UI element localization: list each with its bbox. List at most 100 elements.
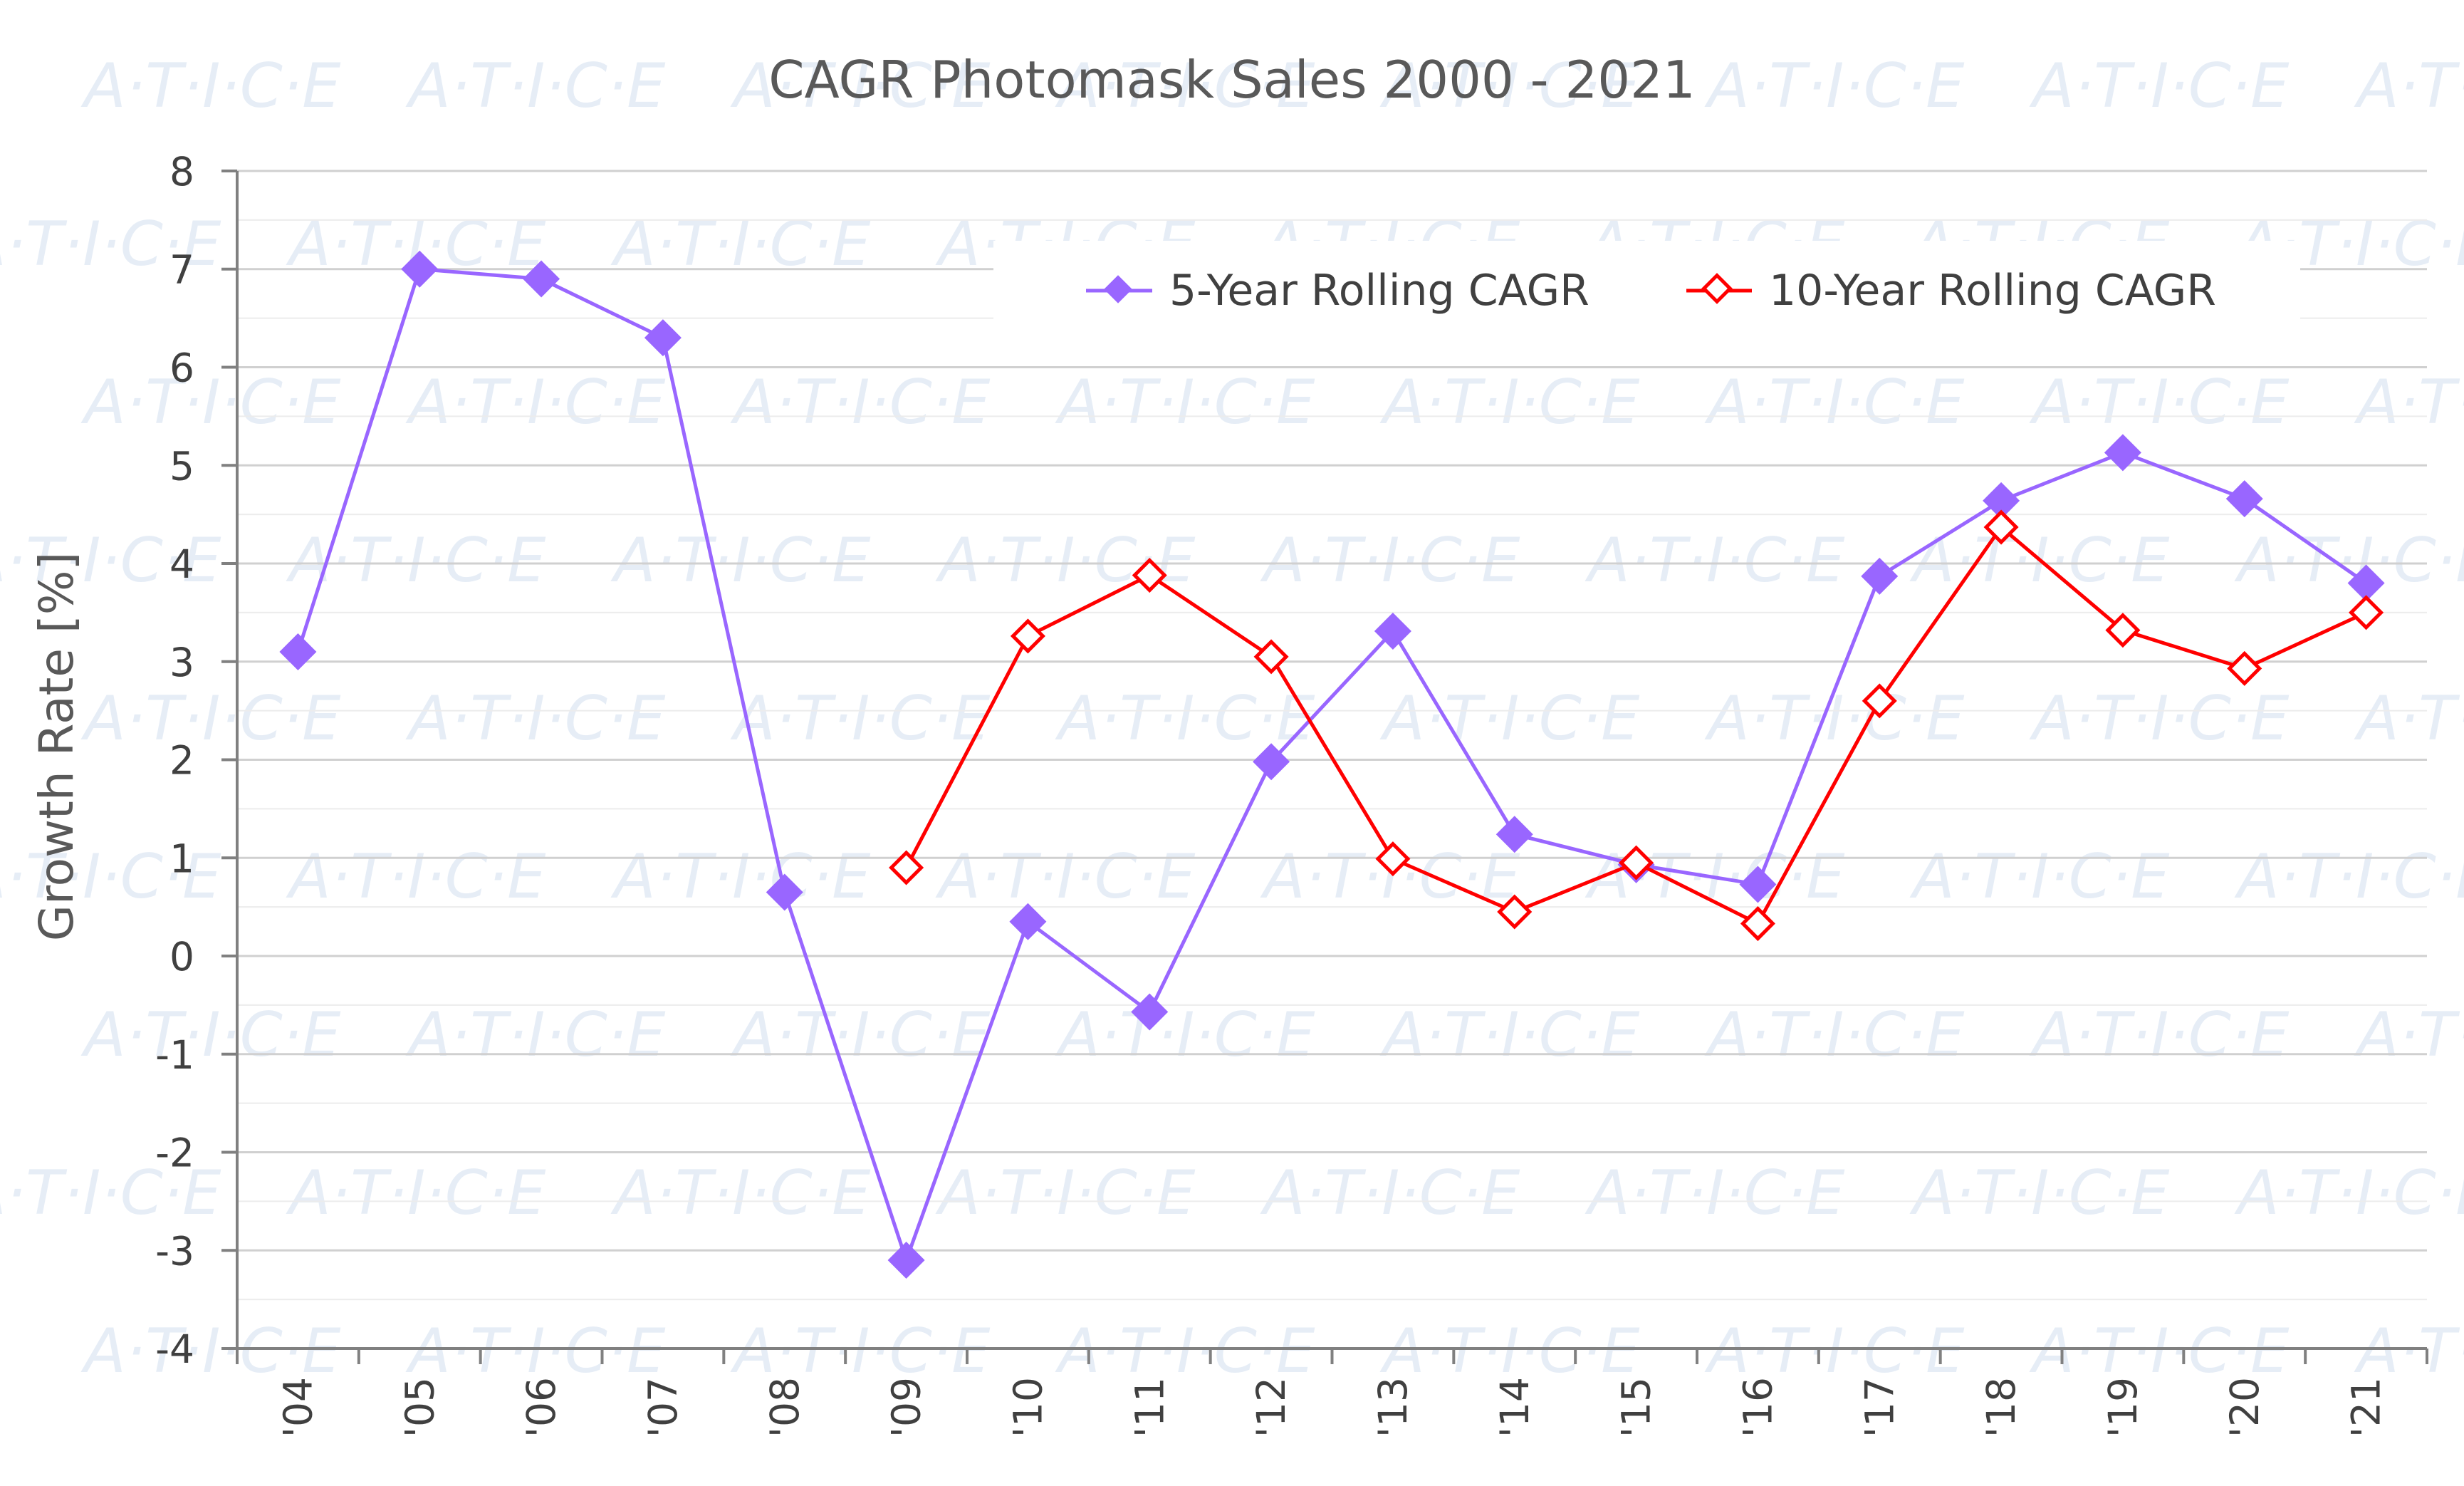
- watermark-text: A·T·I·C·E: [2234, 525, 2464, 596]
- x-tick-label: '09: [884, 1377, 929, 1438]
- watermark-text: A·T·I·C·E: [730, 1316, 991, 1387]
- watermark-text: A·T·I·C·E: [935, 1158, 1196, 1229]
- watermark-text: A·T·I·C·E: [80, 683, 341, 754]
- x-tick-label: '21: [2344, 1377, 2389, 1438]
- data-point-marker: [1374, 613, 1411, 650]
- x-tick-label: '04: [275, 1377, 320, 1438]
- data-point-marker: [2104, 434, 2141, 472]
- y-tick-labels: 8 7 6 5 4 3 2 1 0 -1 -2 -3 -4: [155, 149, 194, 1372]
- watermark-text: A·T·I·C·E: [286, 841, 546, 913]
- data-point-marker: [1131, 993, 1169, 1031]
- watermark-text: A·T·I·C·E: [1260, 1158, 1520, 1229]
- watermark-text: A·T·I·C·E: [405, 1316, 666, 1387]
- watermark-text: A·T·I·C·E: [1909, 841, 2170, 913]
- y-tick-label: -4: [155, 1326, 194, 1372]
- y-tick-label: -1: [155, 1032, 194, 1078]
- series-5yr: [279, 250, 2385, 1279]
- y-axis-label: Growth Rate [%]: [29, 552, 84, 941]
- watermark-text: A·T·I·C·E: [2029, 51, 2290, 122]
- watermark-text: A·T·I·C·E: [1704, 367, 1965, 438]
- x-tick-labels: '04 '05 '06 '07 '08 '09 '10 '11 '12 '13 '14 '15 '16 '…: [275, 1377, 2389, 1438]
- x-tick-label: '16: [1735, 1377, 1780, 1438]
- y-tick-label: 8: [169, 149, 194, 194]
- watermark-text: A·T·I·C·E: [2029, 367, 2290, 438]
- watermark-text: A·T·I·C·E: [1585, 1158, 1845, 1229]
- watermark-text: A·T·I·C·E: [730, 367, 991, 438]
- watermark-text: A·T·I·C·E: [610, 525, 871, 596]
- watermark-text: A·T·I·C·E: [1585, 525, 1845, 596]
- watermark-text: A·T·I·C·E: [80, 1316, 341, 1387]
- watermark-text: A·T·I·C·E: [610, 841, 871, 913]
- watermark-text: A·T·I·C·E: [2354, 367, 2464, 438]
- data-point-marker: [1253, 639, 1289, 675]
- x-tick-label: '12: [1248, 1377, 1294, 1438]
- data-point-marker: [1861, 557, 1899, 595]
- watermark-text: A·T·I·C·E: [0, 1158, 221, 1229]
- data-point-marker: [1495, 816, 1533, 853]
- watermark-text: A·T·I·C·E: [405, 51, 666, 122]
- watermark-text: A·T·I·C·E: [286, 525, 546, 596]
- watermark-text: A·T·I·C·E: [405, 683, 666, 754]
- data-point-marker: [2225, 480, 2263, 518]
- x-tick-label: '05: [397, 1377, 442, 1438]
- watermark-text: A·T·I·C·E: [935, 841, 1196, 913]
- data-point-marker: [401, 250, 439, 288]
- data-point-marker: [889, 850, 924, 885]
- watermark-text: A·T·I·C·E: [2234, 841, 2464, 913]
- data-point-marker: [2227, 650, 2262, 686]
- watermark-text: A·T·I·C·E: [730, 999, 991, 1071]
- watermark-text: A·T·I·C·E: [2354, 51, 2464, 122]
- series-10yr: [889, 509, 2384, 942]
- watermark-text: A·T·I·C·E: [1055, 683, 1315, 754]
- watermark-text: A·T·I·C·E: [1055, 367, 1315, 438]
- watermark-text: A·T·I·C·E: [730, 683, 991, 754]
- x-tick-label: '07: [640, 1377, 686, 1438]
- data-point-marker: [2105, 613, 2141, 648]
- watermark-text: A·T·I·C·E: [405, 999, 666, 1071]
- watermark-text: A·T·I·C·E: [2029, 1316, 2290, 1387]
- series-line: [296, 267, 2368, 1262]
- watermark-text: A·T·I·C·E: [1704, 1316, 1965, 1387]
- y-tick-label: 2: [169, 738, 194, 784]
- watermark-text: A·T·I·C·E: [1704, 999, 1965, 1071]
- x-tick-label: '20: [2222, 1377, 2267, 1438]
- watermark-text: A·T·I·C·E: [2354, 683, 2464, 754]
- y-tick-label: 5: [169, 443, 194, 489]
- watermark-text: A·T·I·C·E: [1379, 367, 1640, 438]
- data-point-marker: [1739, 866, 1777, 903]
- x-tick-label: '15: [1614, 1377, 1659, 1438]
- watermark-text: A·T·I·C·E: [286, 1158, 546, 1229]
- watermark-text: A·T·I·C·E: [80, 999, 341, 1071]
- data-point-marker: [2349, 595, 2384, 630]
- data-point-marker: [279, 633, 317, 670]
- y-tick-label: 3: [169, 640, 194, 685]
- chart-title: CAGR Photomask Sales 2000 - 2021: [768, 50, 1695, 110]
- data-point-marker: [644, 319, 682, 357]
- watermark-text: A·T·I·C·E: [2234, 1158, 2464, 1229]
- legend-label-5yr: 5-Year Rolling CAGR: [1169, 266, 1589, 316]
- watermark-text: A·T·I·C·E: [2029, 683, 2290, 754]
- x-tick-label: '06: [518, 1377, 564, 1438]
- x-tick-label: '13: [1370, 1377, 1416, 1438]
- y-tick-label: 4: [169, 541, 194, 587]
- x-tick-label: '11: [1127, 1377, 1172, 1438]
- watermark-text: A·T·I·C·E: [80, 367, 341, 438]
- watermark-text: A·T·I·C·E: [610, 1158, 871, 1229]
- data-point-marker: [766, 873, 803, 911]
- data-point-marker: [1010, 618, 1045, 654]
- watermark-text: A·T·I·C·E: [80, 51, 341, 122]
- data-point-marker: [1009, 903, 1047, 940]
- watermark-text: A·T·I·C·E: [2354, 999, 2464, 1071]
- y-tick-label: 1: [169, 836, 194, 881]
- axes: [221, 170, 2428, 1364]
- watermark-text: A·T·I·C·E: [0, 209, 221, 280]
- watermark-text: A·T·I·C·E: [2354, 1316, 2464, 1387]
- watermark-text: A·T·I·C·E: [1055, 1316, 1315, 1387]
- data-point-marker: [1253, 743, 1290, 781]
- data-point-marker: [2347, 564, 2385, 602]
- data-point-marker: [1619, 845, 1654, 880]
- watermark-text: A·T·I·C·E: [1379, 999, 1640, 1071]
- data-point-marker: [1983, 482, 2020, 519]
- y-tick-label: -2: [155, 1131, 194, 1176]
